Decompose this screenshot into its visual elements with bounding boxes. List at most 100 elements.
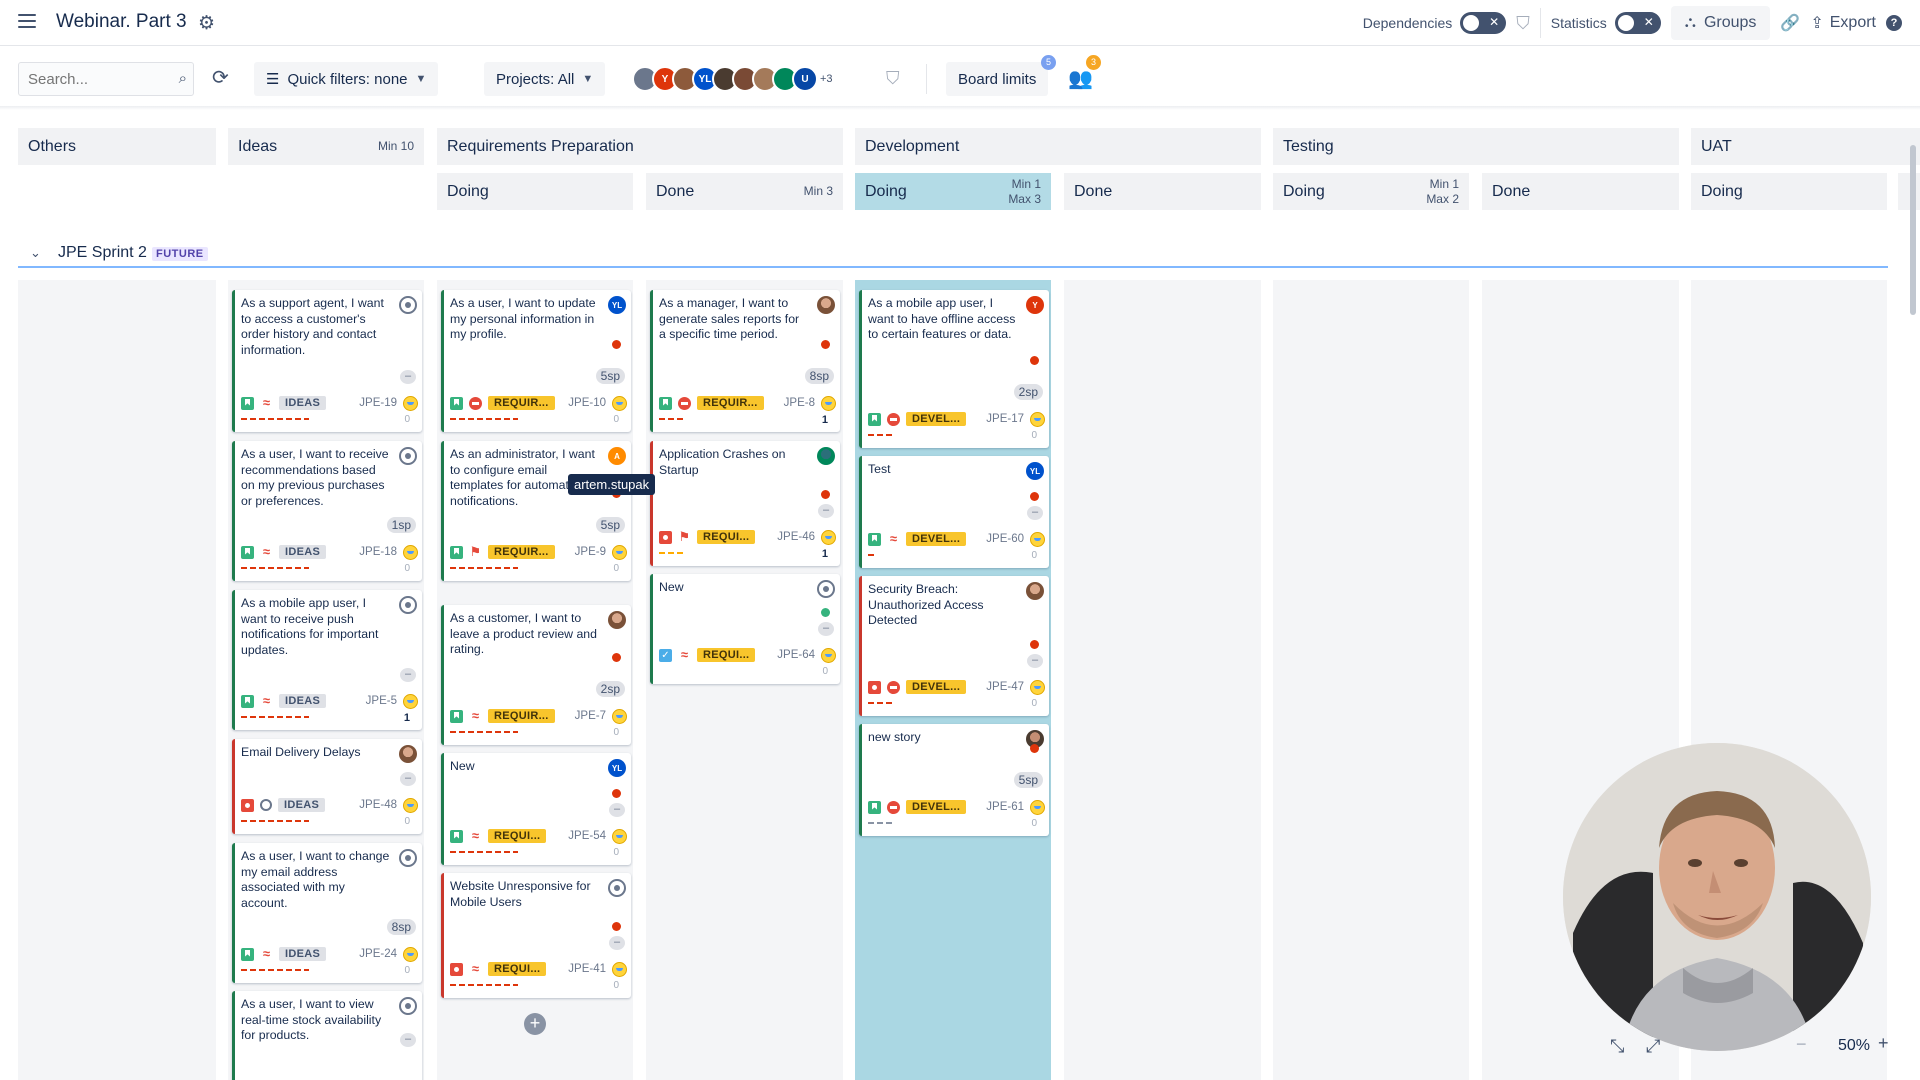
issue-key[interactable]: JPE-60 <box>986 533 1024 545</box>
card-summary: As a manager, I want to generate sales r… <box>659 296 800 341</box>
emoji-icon <box>403 395 418 411</box>
webcam-overlay <box>1563 743 1871 1051</box>
issue-key[interactable]: JPE-5 <box>365 695 397 707</box>
swimlane-header[interactable]: ⌄ JPE Sprint 2 FUTURE <box>18 242 1888 268</box>
assignee-avatar[interactable] <box>1026 582 1044 600</box>
issue-card[interactable]: New – ✓ ≈ REQUI... JPE-64 0 <box>650 574 840 684</box>
search-icon[interactable]: ⌕ <box>178 70 187 87</box>
help-icon[interactable]: ? <box>1886 15 1902 31</box>
assignee-avatar[interactable] <box>399 596 417 614</box>
column-limit: Min 3 <box>803 184 833 198</box>
expand-icon[interactable]: ⤢ <box>1646 1036 1661 1056</box>
filter-icon[interactable]: ⛉ <box>1516 12 1530 33</box>
assignee-avatar[interactable] <box>399 997 417 1015</box>
issue-card[interactable]: New YL – ≈ REQUI... JPE-54 0 <box>441 753 631 865</box>
issue-card[interactable]: As a user, I want to change my email add… <box>232 843 422 983</box>
issue-key[interactable]: JPE-46 <box>777 531 815 543</box>
issue-key[interactable]: JPE-47 <box>986 681 1024 693</box>
issue-card[interactable]: Application Crashes on Startup – ⚑ REQUI...… <box>650 441 840 566</box>
progress-bar <box>450 731 518 733</box>
issue-card[interactable]: As an administrator, I want to configure… <box>441 441 631 581</box>
board-title: Webinar. Part 3 <box>56 11 187 32</box>
assignee-avatar[interactable] <box>608 611 626 629</box>
assignee-avatar[interactable] <box>399 447 417 465</box>
assignee-avatar[interactable]: A <box>608 447 626 465</box>
issue-card[interactable]: Security Breach: Unauthorized Access Det… <box>859 576 1049 716</box>
issue-card[interactable]: Email Delivery Delays – IDEAS JPE-48 0 <box>232 739 422 834</box>
avatar-overflow-count[interactable]: +3 <box>820 73 833 85</box>
assignee-avatar[interactable]: YL <box>608 759 626 777</box>
issue-key[interactable]: JPE-19 <box>359 397 397 409</box>
hamburger-menu-icon[interactable] <box>18 14 36 30</box>
issue-key[interactable]: JPE-41 <box>568 963 606 975</box>
emoji-icon <box>1030 531 1045 547</box>
assignee-avatar[interactable] <box>399 849 417 867</box>
assignee-avatar[interactable] <box>608 879 626 897</box>
issue-card[interactable]: As a mobile app user, I want to receive … <box>232 590 422 730</box>
issue-card[interactable]: As a mobile app user, I want to have off… <box>859 290 1049 448</box>
issue-key[interactable]: JPE-64 <box>777 649 815 661</box>
subtask-count: 0 <box>822 666 828 677</box>
chevron-down-icon[interactable]: ⌄ <box>30 245 41 260</box>
card-summary: Website Unresponsive for Mobile Users <box>450 879 591 909</box>
divider <box>926 64 927 94</box>
issue-card[interactable]: As a user, I want to update my personal … <box>441 290 631 432</box>
export-button[interactable]: ⇪ Export <box>1810 13 1876 33</box>
toolbar-divider <box>0 106 1920 110</box>
issue-card[interactable]: As a manager, I want to generate sales r… <box>650 290 840 432</box>
avatar[interactable]: U <box>792 66 818 92</box>
issue-key[interactable]: JPE-9 <box>574 546 606 558</box>
issue-key[interactable]: JPE-7 <box>574 710 606 722</box>
issue-key[interactable]: JPE-48 <box>359 799 397 811</box>
issue-card[interactable]: new story 5sp DEVEL... JPE-61 0 <box>859 724 1049 836</box>
assignee-avatar[interactable] <box>817 296 835 314</box>
dependencies-toggle[interactable] <box>1460 12 1507 34</box>
assignee-avatar[interactable] <box>399 296 417 314</box>
presenter-image <box>1563 743 1871 1051</box>
statistics-toggle[interactable] <box>1614 12 1661 34</box>
column-others: Others <box>18 128 216 165</box>
assignee-avatar[interactable]: YL <box>608 296 626 314</box>
search-input[interactable] <box>19 63 159 95</box>
column-title: Testing <box>1283 137 1334 155</box>
projects-dropdown[interactable]: Projects: All ▼ <box>484 62 606 96</box>
issue-card[interactable]: As a customer, I want to leave a product… <box>441 605 631 745</box>
zoom-in-icon[interactable]: + <box>1878 1033 1889 1053</box>
assignee-avatar[interactable] <box>1026 730 1044 748</box>
status-chip: REQUIR... <box>697 396 764 410</box>
issue-card[interactable]: As a user, I want to view real-time stoc… <box>232 991 422 1080</box>
issue-key[interactable]: JPE-10 <box>568 397 606 409</box>
link-icon[interactable]: 🔗 <box>1780 15 1801 32</box>
assignee-avatar[interactable]: YL <box>1026 462 1044 480</box>
vertical-scrollbar[interactable] <box>1910 145 1916 315</box>
board-limits-button[interactable]: Board limits <box>946 62 1049 96</box>
zoom-out-icon[interactable]: − <box>1796 1034 1807 1054</box>
column-title: Ideas <box>238 137 278 155</box>
column-uat: UAT <box>1691 128 1920 165</box>
issue-card[interactable]: Test YL – ≈ DEVEL... JPE-60 0 <box>859 456 1049 568</box>
people-icon[interactable]: 👥 <box>1068 68 1093 90</box>
add-card-icon[interactable]: + <box>524 1013 546 1035</box>
issue-key[interactable]: JPE-18 <box>359 546 397 558</box>
issue-key[interactable]: JPE-17 <box>986 413 1024 425</box>
issue-card[interactable]: As a support agent, I want to access a c… <box>232 290 422 432</box>
issue-card[interactable]: Website Unresponsive for Mobile Users – ≈ R… <box>441 873 631 998</box>
assignee-avatar[interactable] <box>399 745 417 763</box>
story-icon <box>868 412 881 426</box>
gear-icon[interactable]: ⚙ <box>198 13 216 34</box>
issue-key[interactable]: JPE-61 <box>986 801 1024 813</box>
issue-key[interactable]: JPE-54 <box>568 830 606 842</box>
quick-filters-dropdown[interactable]: ☰ Quick filters: none ▼ <box>254 62 439 96</box>
priority-highest-icon: ≈ <box>471 828 480 843</box>
issue-key[interactable]: JPE-8 <box>783 397 815 409</box>
assignee-avatar[interactable]: Y <box>1026 296 1044 314</box>
issue-card[interactable]: As a user, I want to receive recommendat… <box>232 441 422 581</box>
issue-key[interactable]: JPE-24 <box>359 948 397 960</box>
filter-lines-icon: ☰ <box>266 71 280 88</box>
groups-button[interactable]: ⛬ Groups <box>1670 6 1771 40</box>
clear-filter-icon[interactable]: ⛉ <box>886 68 900 88</box>
assignee-avatar[interactable] <box>817 580 835 598</box>
refresh-icon[interactable]: ⟳ <box>212 67 229 89</box>
collapse-icon[interactable]: ⤡ <box>1610 1036 1625 1056</box>
assignee-avatar[interactable] <box>817 447 835 465</box>
